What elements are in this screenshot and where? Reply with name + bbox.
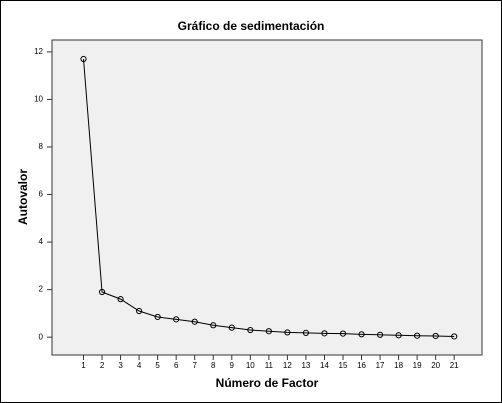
marker xyxy=(358,331,365,338)
marker xyxy=(117,296,124,303)
x-tick-label: 7 xyxy=(192,361,197,370)
x-tick-label: 11 xyxy=(265,361,274,370)
y-tick-label: 4 xyxy=(39,237,44,246)
plot-area xyxy=(51,39,483,356)
y-axis-label: Autovalor xyxy=(16,169,30,225)
x-tick-label: 8 xyxy=(211,361,216,370)
marker xyxy=(136,307,143,315)
y-tick-label: 8 xyxy=(39,142,44,151)
marker xyxy=(247,326,254,334)
x-tick-label: 20 xyxy=(431,361,440,370)
x-tick-label: 12 xyxy=(283,361,292,370)
x-tick-label: 1 xyxy=(81,361,86,370)
marker xyxy=(265,328,272,335)
x-tick-label: 18 xyxy=(394,361,403,370)
chart-title: Gráfico de sedimentación xyxy=(178,19,325,33)
marker xyxy=(339,330,347,337)
x-tick-label: 10 xyxy=(246,361,255,370)
marker xyxy=(302,329,310,336)
marker xyxy=(321,330,328,337)
marker xyxy=(284,329,291,336)
marker xyxy=(228,324,235,331)
x-tick-label: 3 xyxy=(118,361,123,370)
marker xyxy=(191,318,198,325)
line xyxy=(83,58,455,337)
y-tick-label: 0 xyxy=(39,332,44,341)
x-tick-label: 2 xyxy=(100,361,105,370)
x-tick-label: 14 xyxy=(320,361,329,370)
y-tick-label: 10 xyxy=(34,95,43,104)
x-tick-label: 5 xyxy=(155,361,160,370)
x-tick-label: 19 xyxy=(413,361,422,370)
marker xyxy=(80,55,87,63)
marker xyxy=(432,332,439,340)
x-tick-label: 4 xyxy=(137,361,142,370)
marker xyxy=(451,333,458,340)
marker xyxy=(154,313,161,321)
marker xyxy=(414,332,421,339)
marker xyxy=(395,332,402,339)
marker xyxy=(210,322,217,329)
x-tick-label: 9 xyxy=(230,361,235,370)
y-tick-label: 12 xyxy=(34,47,43,56)
y-tick-label: 2 xyxy=(39,285,44,294)
x-tick-label: 17 xyxy=(376,361,385,370)
x-tick-label: 13 xyxy=(301,361,310,370)
y-tick-label: 6 xyxy=(39,190,44,199)
marker xyxy=(98,288,106,296)
marker xyxy=(376,331,384,338)
x-tick-label: 6 xyxy=(174,361,179,370)
x-tick-label: 15 xyxy=(339,361,348,370)
x-axis-label: Número de Factor xyxy=(216,376,319,390)
marker xyxy=(173,316,180,323)
x-tick-label: 16 xyxy=(357,361,366,370)
x-tick-label: 21 xyxy=(450,361,459,370)
